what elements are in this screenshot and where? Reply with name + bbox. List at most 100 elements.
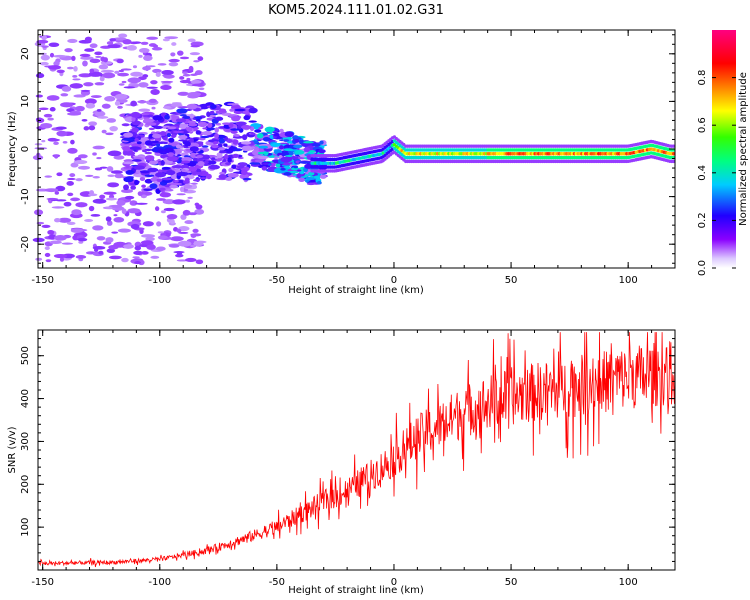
heatmap-cluster-cell [228,167,234,173]
heatmap-cluster-cell [166,133,172,138]
heatmap-noise-cell [121,257,129,263]
heatmap-noise-cell [157,235,168,240]
heatmap-cluster-cell [170,173,179,180]
heatmap-cluster-cell [273,132,280,137]
heatmap-noise-cell [54,190,60,195]
snr-x-tick-label: -100 [148,577,171,588]
heatmap-noise-cell [106,118,117,123]
heatmap-noise-cell [123,244,134,249]
heatmap-cluster-cell [227,172,239,178]
heatmap-cluster-cell [166,170,176,176]
heatmap-cluster-cell [231,164,237,169]
heatmap-noise-cell [60,93,69,97]
heatmap-cluster-cell [159,131,167,137]
heatmap-noise-cell [188,212,198,216]
heatmap-ridge-cell [671,159,676,164]
heatmap-cluster-cell [229,108,235,112]
heatmap-noise-cell [66,66,74,70]
colorbar-gradient [712,30,736,268]
heatmap-noise-cell [75,202,88,208]
heatmap-noise-cell [138,259,145,266]
heatmap-cluster-cell [168,137,175,143]
heatmap-noise-cell [170,219,175,225]
heatmap-cluster-cell [207,122,213,128]
heatmap-noise-cell [82,60,88,67]
heatmap-cluster-cell [130,111,141,118]
heatmap-cluster-cell [143,188,153,192]
heatmap-noise-cell [78,240,84,244]
heatmap-cluster-cell [225,177,233,181]
heatmap-noise-cell [96,108,102,112]
snr-y-label: SNR (v/v) [7,426,18,473]
heatmap-noise-cell [117,72,130,77]
heatmap-noise-cell [66,181,74,186]
heatmap-cluster-cell [232,148,243,152]
heatmap-noise-cell [85,174,94,178]
heatmap-cluster-cell [312,146,323,151]
heatmap-noise-cell [160,80,174,84]
colorbar-tick-label: 0.2 [697,212,708,228]
heatmap-noise-cell [177,240,192,247]
heatmap-noise-cell [116,199,126,206]
colorbar: 0.0 0.2 0.4 0.6 0.8 Normalized spectral ampl… [697,30,749,276]
heatmap-noise-cell [67,38,78,44]
heatmap-cluster-cell [159,187,166,191]
heatmap-noise-cell [138,82,149,88]
spectrogram-y-tick-label: 10 [20,95,31,108]
heatmap-cluster-cell [219,171,226,175]
heatmap-cluster-cell [195,171,203,175]
heatmap-noise-cell [134,245,142,251]
heatmap-noise-cell [53,141,59,146]
heatmap-noise-cell [100,60,113,65]
colorbar-tick-label: 0.8 [697,70,708,86]
heatmap-noise-cell [92,198,107,204]
heatmap-noise-cell [154,206,160,212]
heatmap-cluster-cell [275,163,281,168]
heatmap-noise-cell [155,246,166,251]
heatmap-noise-cell [77,165,91,170]
heatmap-noise-cell [75,255,87,259]
heatmap-noise-cell [185,257,197,263]
heatmap-cluster-cell [184,141,191,147]
heatmap-noise-cell [94,82,105,86]
heatmap-noise-cell [176,228,182,233]
heatmap-noise-cell [118,83,125,86]
heatmap-cluster-cell [175,144,182,149]
snr-ticks: -150 -100 -50 0 50 100 100 200 300 400 500 [20,329,676,588]
heatmap-noise-cell [72,75,78,78]
heatmap-cluster-cell [306,154,312,160]
heatmap-cluster-cell [318,149,326,154]
heatmap-cluster-cell [133,165,145,170]
heatmap-noise-cell [83,82,94,87]
heatmap-noise-cell [100,56,106,62]
heatmap-noise-cell [73,159,88,165]
heatmap-noise-cell [53,54,67,58]
heatmap-cluster-cell [174,180,179,183]
heatmap-noise-cell [138,54,143,58]
heatmap-noise-cell [187,91,201,97]
heatmap-cluster-cell [285,154,293,158]
heatmap-cluster-cell [123,184,130,191]
heatmap-cluster-cell [164,147,174,154]
heatmap-noise-cell [80,89,91,92]
heatmap-noise-cell [190,73,198,77]
heatmap-noise-cell [132,256,140,259]
heatmap-cluster-cell [254,159,265,163]
heatmap-cluster-cell [249,162,261,165]
heatmap-noise-cell [160,84,172,91]
heatmap-cluster-cell [273,156,279,159]
heatmap-noise-cell [143,55,153,61]
heatmap-noise-cell [67,112,82,116]
heatmap-noise-cell [127,77,142,84]
heatmap-cluster-cell [264,126,275,133]
heatmap-cluster-cell [178,139,188,142]
heatmap-noise-cell [114,70,120,74]
heatmap-cluster-cell [237,156,244,160]
heatmap-noise-cell [179,76,185,80]
heatmap-cluster-cell [172,130,185,134]
heatmap-cluster-cell [178,135,188,140]
heatmap-cluster-cell [216,152,223,159]
heatmap-noise-cell [58,217,72,223]
heatmap-cluster-cell [196,155,204,159]
heatmap-cluster-cell [125,170,134,175]
